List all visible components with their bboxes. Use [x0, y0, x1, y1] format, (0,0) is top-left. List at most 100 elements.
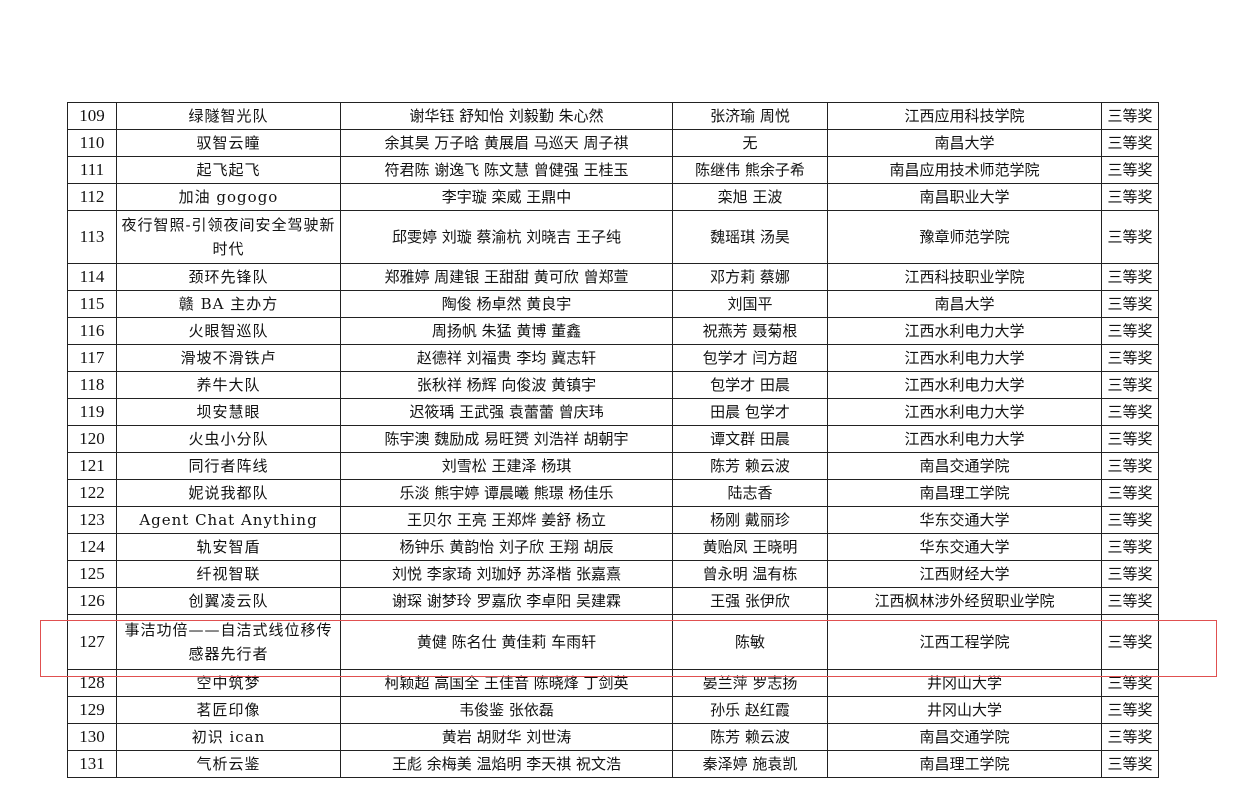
table-row: 113 夜行智照-引领夜间安全驾驶新时代 邱雯婷 刘璇 蔡渝杭 刘晓吉 王子纯 魏瑶琪…	[67, 210, 1159, 264]
advisors-cell: 陈继伟 熊余子希	[672, 156, 828, 184]
advisors-cell: 包学才 闫方超	[672, 344, 828, 372]
team-members-cell: 黄健 陈名仕 黄佳莉 车雨轩	[340, 614, 673, 670]
row-number-cell: 125	[67, 560, 117, 588]
award-cell: 三等奖	[1101, 587, 1159, 615]
row-number-cell: 118	[67, 371, 117, 399]
table-row: 116 火眼智巡队 周扬帆 朱猛 黄博 董鑫 祝燕芳 聂菊根 江西水利电力大学 三等奖	[67, 317, 1159, 345]
team-name-cell: 火眼智巡队	[116, 317, 341, 345]
team-members-cell: 谢琛 谢梦玲 罗嘉欣 李卓阳 吴建霖	[340, 587, 673, 615]
school-cell: 江西水利电力大学	[827, 425, 1102, 453]
award-cell: 三等奖	[1101, 669, 1159, 697]
team-name-cell: 加油 gogogo	[116, 183, 341, 211]
advisors-cell: 邓方莉 蔡娜	[672, 263, 828, 291]
team-name-cell: 起飞起飞	[116, 156, 341, 184]
award-cell: 三等奖	[1101, 560, 1159, 588]
team-name-cell: 颈环先锋队	[116, 263, 341, 291]
team-name-cell: 纤视智联	[116, 560, 341, 588]
advisors-cell: 张济瑜 周悦	[672, 102, 828, 130]
award-cell: 三等奖	[1101, 317, 1159, 345]
award-cell: 三等奖	[1101, 102, 1159, 130]
team-members-cell: 乐淡 熊宇婷 谭晨曦 熊璟 杨佳乐	[340, 479, 673, 507]
table-row: 127 事洁功倍——自洁式线位移传感器先行者 黄健 陈名仕 黄佳莉 车雨轩 陈敏 江西工…	[67, 614, 1159, 670]
team-name-cell: 滑坡不滑铁卢	[116, 344, 341, 372]
team-name-cell: 绿隧智光队	[116, 102, 341, 130]
team-members-cell: 周扬帆 朱猛 黄博 董鑫	[340, 317, 673, 345]
team-name-cell: 妮说我都队	[116, 479, 341, 507]
school-cell: 江西枫林涉外经贸职业学院	[827, 587, 1102, 615]
team-name-cell: 创翼凌云队	[116, 587, 341, 615]
school-cell: 南昌交通学院	[827, 723, 1102, 751]
award-cell: 三等奖	[1101, 129, 1159, 157]
school-cell: 江西科技职业学院	[827, 263, 1102, 291]
team-name-cell: 火虫小分队	[116, 425, 341, 453]
team-name-cell: 气析云鉴	[116, 750, 341, 778]
advisors-cell: 刘国平	[672, 290, 828, 318]
team-members-cell: 陈宇澳 魏励成 易旺赟 刘浩祥 胡朝宇	[340, 425, 673, 453]
row-number-cell: 129	[67, 696, 117, 724]
row-number-cell: 119	[67, 398, 117, 426]
award-cell: 三等奖	[1101, 533, 1159, 561]
table-row: 122 妮说我都队 乐淡 熊宇婷 谭晨曦 熊璟 杨佳乐 陆志香 南昌理工学院 三等奖	[67, 479, 1159, 507]
award-cell: 三等奖	[1101, 479, 1159, 507]
team-name-cell: Agent Chat Anything	[116, 506, 341, 534]
advisors-cell: 祝燕芳 聂菊根	[672, 317, 828, 345]
team-members-cell: 柯颖超 高国全 王佳音 陈晓烽 丁剑英	[340, 669, 673, 697]
table-row: 124 轨安智盾 杨钟乐 黄韵怡 刘子欣 王翔 胡辰 黄贻凤 王晓明 华东交通大学 三等奖	[67, 533, 1159, 561]
row-number-cell: 127	[67, 614, 117, 670]
school-cell: 南昌职业大学	[827, 183, 1102, 211]
school-cell: 江西应用科技学院	[827, 102, 1102, 130]
advisors-cell: 曾永明 温有栋	[672, 560, 828, 588]
school-cell: 华东交通大学	[827, 506, 1102, 534]
team-members-cell: 谢华钰 舒知怡 刘毅勤 朱心然	[340, 102, 673, 130]
row-number-cell: 116	[67, 317, 117, 345]
award-cell: 三等奖	[1101, 452, 1159, 480]
advisors-cell: 无	[672, 129, 828, 157]
row-number-cell: 123	[67, 506, 117, 534]
table-row: 120 火虫小分队 陈宇澳 魏励成 易旺赟 刘浩祥 胡朝宇 谭文群 田晨 江西水利电力大…	[67, 425, 1159, 453]
team-name-cell: 坝安慧眼	[116, 398, 341, 426]
team-members-cell: 刘雪松 王建泽 杨琪	[340, 452, 673, 480]
award-cell: 三等奖	[1101, 263, 1159, 291]
team-members-cell: 韦俊鉴 张依磊	[340, 696, 673, 724]
table-row: 119 坝安慧眼 迟筱瑀 王武强 袁蕾蕾 曾庆玮 田晨 包学才 江西水利电力大学 三等奖	[67, 398, 1159, 426]
row-number-cell: 117	[67, 344, 117, 372]
row-number-cell: 120	[67, 425, 117, 453]
team-name-cell: 夜行智照-引领夜间安全驾驶新时代	[116, 210, 341, 264]
school-cell: 南昌大学	[827, 129, 1102, 157]
award-cell: 三等奖	[1101, 183, 1159, 211]
row-number-cell: 131	[67, 750, 117, 778]
advisors-cell: 陆志香	[672, 479, 828, 507]
advisors-cell: 王强 张伊欣	[672, 587, 828, 615]
advisors-cell: 陈芳 赖云波	[672, 452, 828, 480]
table-row: 111 起飞起飞 符君陈 谢逸飞 陈文慧 曾健强 王桂玉 陈继伟 熊余子希 南昌应用技术…	[67, 156, 1159, 184]
team-name-cell: 空中筑梦	[116, 669, 341, 697]
advisors-cell: 田晨 包学才	[672, 398, 828, 426]
team-members-cell: 余其昊 万子晗 黄展眉 马巡天 周子祺	[340, 129, 673, 157]
school-cell: 华东交通大学	[827, 533, 1102, 561]
team-members-cell: 符君陈 谢逸飞 陈文慧 曾健强 王桂玉	[340, 156, 673, 184]
row-number-cell: 121	[67, 452, 117, 480]
school-cell: 江西水利电力大学	[827, 317, 1102, 345]
school-cell: 江西水利电力大学	[827, 371, 1102, 399]
advisors-cell: 陈敏	[672, 614, 828, 670]
table-row: 110 驭智云瞳 余其昊 万子晗 黄展眉 马巡天 周子祺无南昌大学 三等奖	[67, 129, 1159, 157]
award-cell: 三等奖	[1101, 290, 1159, 318]
team-members-cell: 李宇璇 栾威 王鼎中	[340, 183, 673, 211]
row-number-cell: 112	[67, 183, 117, 211]
team-members-cell: 杨钟乐 黄韵怡 刘子欣 王翔 胡辰	[340, 533, 673, 561]
school-cell: 南昌理工学院	[827, 750, 1102, 778]
award-cell: 三等奖	[1101, 506, 1159, 534]
table-row: 130 初识 ican 黄岩 胡财华 刘世涛 陈芳 赖云波 南昌交通学院 三等奖	[67, 723, 1159, 751]
row-number-cell: 130	[67, 723, 117, 751]
advisors-cell: 晏兰萍 罗志扬	[672, 669, 828, 697]
school-cell: 井冈山大学	[827, 696, 1102, 724]
school-cell: 南昌理工学院	[827, 479, 1102, 507]
school-cell: 南昌交通学院	[827, 452, 1102, 480]
team-name-cell: 赣 BA 主办方	[116, 290, 341, 318]
award-cell: 三等奖	[1101, 210, 1159, 264]
row-number-cell: 109	[67, 102, 117, 130]
advisors-cell: 魏瑶琪 汤昊	[672, 210, 828, 264]
advisors-cell: 秦泽婷 施袁凯	[672, 750, 828, 778]
school-cell: 江西财经大学	[827, 560, 1102, 588]
table-row: 117 滑坡不滑铁卢 赵德祥 刘福贵 李均 冀志轩 包学才 闫方超 江西水利电力大学 三等…	[67, 344, 1159, 372]
